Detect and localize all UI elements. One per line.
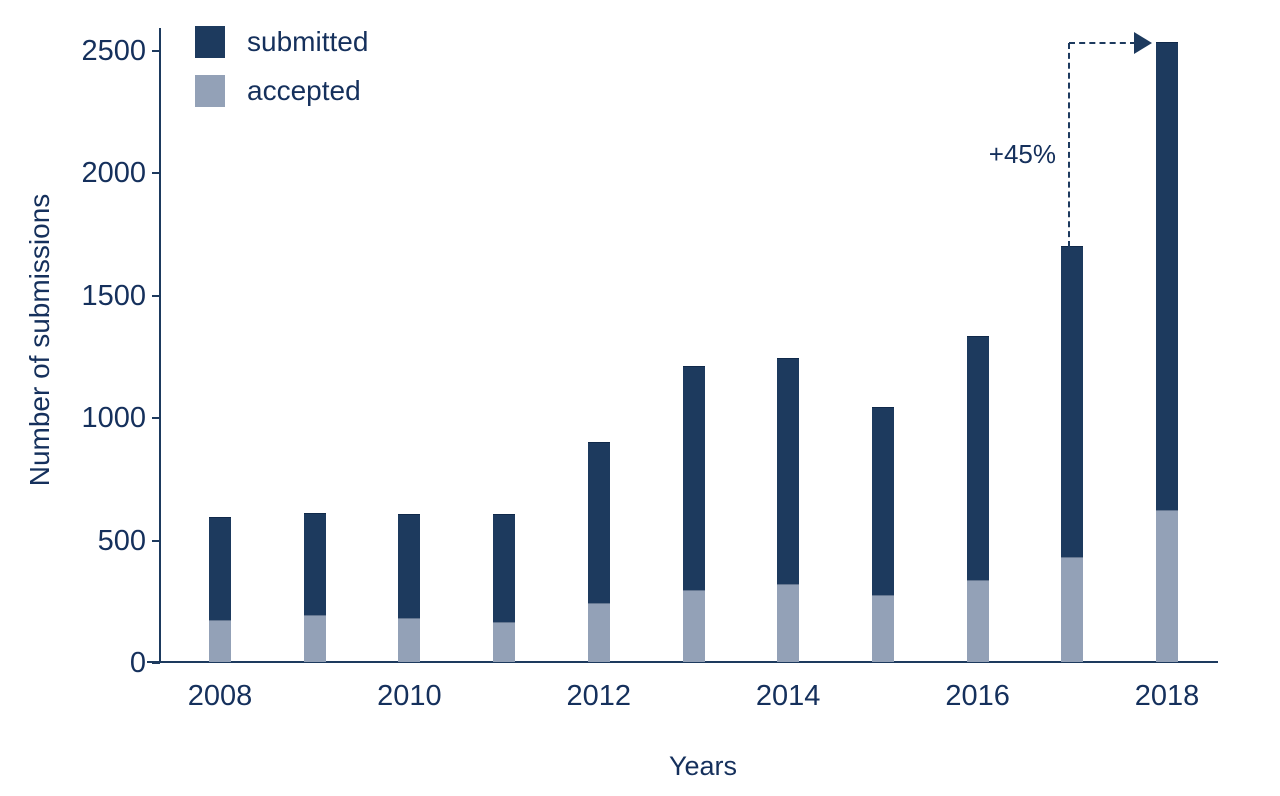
x-tick-label-2008: 2008 <box>187 680 253 712</box>
legend-label-accepted: accepted <box>247 75 361 106</box>
bar-2012-accepted <box>587 603 610 662</box>
y-axis-tick <box>152 417 160 419</box>
y-tick-label: 2500 <box>81 34 146 67</box>
bar-2016-accepted <box>966 579 989 662</box>
bar-2008-accepted <box>209 620 231 662</box>
y-tick-label: 0 <box>129 647 146 679</box>
x-tick-label-2012: 2012 <box>566 680 632 712</box>
bar-2010-accepted <box>398 617 421 662</box>
y-axis-title: Number of submissions <box>24 193 55 487</box>
bar-2012-submitted <box>587 441 610 604</box>
y-tick-label: 1500 <box>81 279 146 312</box>
x-axis-line <box>147 661 1218 663</box>
x-tick-label-2016: 2016 <box>945 680 1010 712</box>
annotation-arrowhead-icon <box>1134 32 1152 54</box>
bar-2016-submitted <box>966 336 989 580</box>
x-axis-title: Years <box>668 751 738 781</box>
bar-2013-submitted <box>682 365 705 590</box>
bar-2015-submitted <box>871 407 894 595</box>
bar-2009-accepted <box>303 615 326 662</box>
x-tick-label-2014: 2014 <box>755 680 821 712</box>
bar-2015-accepted <box>871 594 894 662</box>
legend-item-accepted: accepted <box>195 75 368 107</box>
bar-2017-accepted <box>1061 556 1084 662</box>
y-tick-label: 500 <box>97 524 146 557</box>
bar-2011-accepted <box>493 621 516 662</box>
bar-2011-submitted <box>493 513 516 622</box>
legend: submitted accepted <box>195 26 368 107</box>
y-axis-tick <box>152 172 160 174</box>
growth-annotation: +45% <box>988 139 1056 169</box>
bar-2014-accepted <box>777 583 800 662</box>
bar-2014-submitted <box>777 358 800 584</box>
legend-swatch-submitted-icon <box>195 26 225 58</box>
bar-2010-submitted <box>398 513 421 618</box>
legend-label-submitted: submitted <box>247 26 369 57</box>
y-tick-label: 2000 <box>81 157 146 189</box>
y-axis-tick <box>152 294 160 297</box>
y-axis-tick <box>152 49 160 52</box>
annotation-dashed-line-vertical <box>1068 43 1070 247</box>
legend-swatch-accepted-icon <box>195 75 225 107</box>
y-axis-line <box>159 28 161 663</box>
bar-2008-submitted <box>209 517 231 621</box>
bar-2018-submitted <box>1156 42 1178 511</box>
annotation-dashed-line-horizontal <box>1069 42 1136 44</box>
y-axis-tick <box>152 539 160 542</box>
x-tick-label-2018: 2018 <box>1134 680 1200 712</box>
legend-item-submitted: submitted <box>195 26 368 58</box>
y-tick-label: 1000 <box>81 402 146 434</box>
x-tick-label-2010: 2010 <box>377 680 442 712</box>
bar-2018-accepted <box>1156 510 1178 662</box>
bar-2013-accepted <box>682 589 705 662</box>
y-axis-tick <box>152 662 160 664</box>
bar-2017-submitted <box>1061 245 1084 557</box>
bar-2009-submitted <box>303 512 326 616</box>
